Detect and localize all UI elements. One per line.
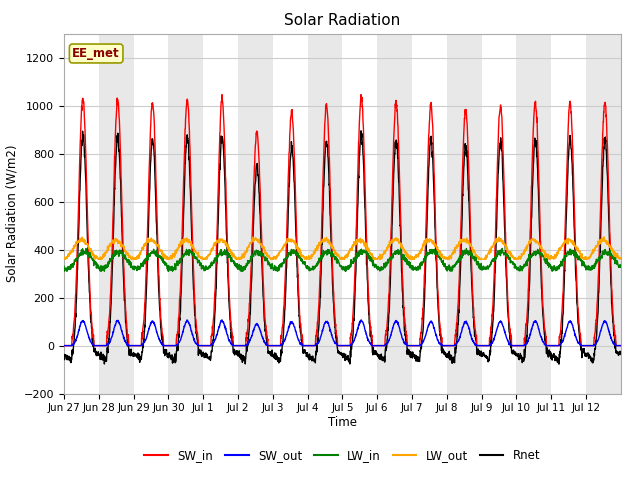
LW_out bbox=[541, 251, 549, 256]
Line: Rnet: Rnet bbox=[64, 131, 621, 364]
Title: Solar Radiation: Solar Radiation bbox=[284, 13, 401, 28]
Line: LW_in: LW_in bbox=[64, 248, 621, 271]
Bar bbox=[551, 34, 586, 394]
Bar bbox=[308, 34, 342, 394]
LW_out bbox=[236, 256, 244, 262]
LW_in bbox=[236, 265, 244, 271]
SW_in bbox=[617, 343, 625, 348]
Rnet bbox=[116, 156, 124, 162]
Rnet bbox=[541, 340, 549, 346]
LW_in bbox=[116, 247, 124, 253]
LW_out bbox=[60, 254, 68, 260]
Bar bbox=[412, 34, 447, 394]
SW_out bbox=[376, 343, 384, 348]
LW_out bbox=[600, 234, 608, 240]
SW_in bbox=[116, 126, 124, 132]
SW_in bbox=[541, 330, 549, 336]
SW_in bbox=[376, 343, 384, 348]
SW_in bbox=[236, 343, 244, 348]
Bar bbox=[481, 34, 516, 394]
Bar bbox=[238, 34, 273, 394]
Bar bbox=[447, 34, 481, 394]
LW_out bbox=[61, 256, 68, 262]
Rnet bbox=[510, 350, 518, 356]
Rnet bbox=[376, 355, 384, 361]
SW_out bbox=[609, 339, 617, 345]
LW_in bbox=[510, 261, 518, 267]
Bar bbox=[134, 34, 168, 394]
Bar bbox=[516, 34, 551, 394]
SW_in bbox=[60, 343, 68, 348]
LW_out bbox=[510, 254, 518, 260]
Bar bbox=[342, 34, 377, 394]
LW_in bbox=[60, 268, 68, 274]
LW_in bbox=[499, 245, 506, 251]
LW_in bbox=[376, 268, 384, 274]
Rnet bbox=[609, 319, 617, 324]
Bar bbox=[64, 34, 99, 394]
Rnet bbox=[617, 351, 625, 357]
LW_in bbox=[609, 253, 617, 259]
LW_in bbox=[60, 263, 68, 269]
Bar bbox=[273, 34, 308, 394]
Bar bbox=[586, 34, 621, 394]
SW_out bbox=[236, 343, 244, 348]
SW_in bbox=[609, 309, 617, 314]
SW_out bbox=[116, 321, 124, 327]
Line: SW_out: SW_out bbox=[64, 320, 621, 346]
Rnet bbox=[60, 352, 68, 358]
X-axis label: Time: Time bbox=[328, 416, 357, 429]
Rnet bbox=[357, 128, 365, 134]
SW_in bbox=[510, 343, 518, 348]
LW_out bbox=[609, 250, 617, 255]
Rnet bbox=[236, 354, 244, 360]
Bar bbox=[377, 34, 412, 394]
LW_in bbox=[542, 257, 550, 263]
SW_in bbox=[357, 92, 365, 97]
Rnet bbox=[555, 361, 563, 367]
LW_in bbox=[617, 264, 625, 269]
SW_out bbox=[218, 317, 226, 323]
LW_out bbox=[617, 255, 625, 261]
SW_out bbox=[617, 343, 625, 348]
Bar bbox=[168, 34, 204, 394]
Legend: SW_in, SW_out, LW_in, LW_out, Rnet: SW_in, SW_out, LW_in, LW_out, Rnet bbox=[140, 444, 545, 467]
LW_out bbox=[116, 238, 124, 244]
SW_out bbox=[60, 343, 68, 348]
SW_out bbox=[541, 342, 549, 348]
SW_out bbox=[510, 343, 518, 348]
Line: LW_out: LW_out bbox=[64, 237, 621, 259]
Line: SW_in: SW_in bbox=[64, 95, 621, 346]
Bar bbox=[204, 34, 238, 394]
Y-axis label: Solar Radiation (W/m2): Solar Radiation (W/m2) bbox=[5, 145, 18, 282]
Bar bbox=[99, 34, 134, 394]
Text: EE_met: EE_met bbox=[72, 47, 120, 60]
LW_out bbox=[376, 256, 384, 262]
